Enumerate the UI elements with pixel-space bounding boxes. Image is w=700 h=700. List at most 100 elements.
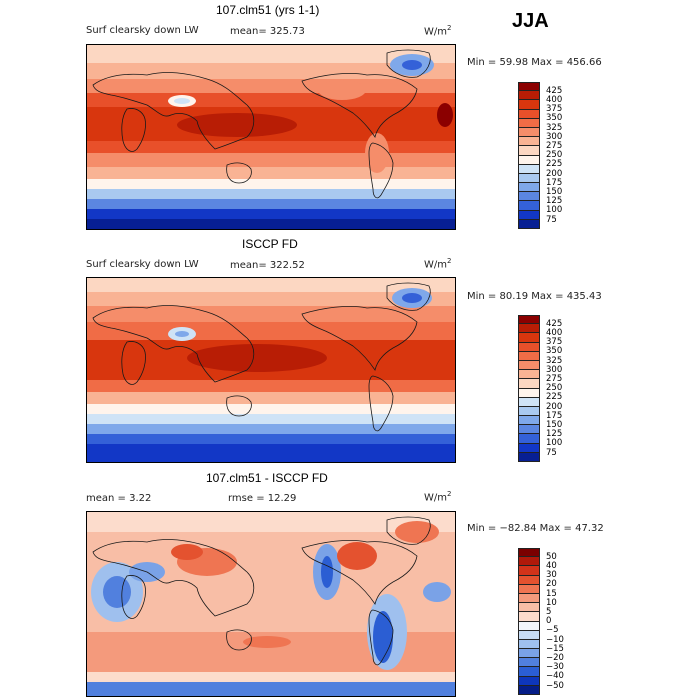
panel2-minmax: Min = 80.19 Max = 435.43	[467, 291, 602, 302]
panel3-colorbar-label: −50	[546, 680, 564, 691]
panel2-colorbar-cell	[518, 388, 540, 398]
panel2-colorbar-label: 125	[546, 429, 563, 440]
panel3-colorbar-cell	[518, 593, 540, 604]
panel3-colorbar-cell	[518, 649, 540, 659]
panel1-colorbar-label: 400	[546, 94, 563, 105]
panel3-title: 107.clm51 - ISCCP FD	[206, 471, 328, 485]
panel2-colorbar-cell	[518, 434, 540, 444]
panel1-colorbar-cell	[518, 210, 540, 220]
panel1-colorbar	[518, 82, 540, 229]
panel3-colorbar-cell	[518, 584, 540, 594]
panel2-colorbar-cell	[518, 342, 540, 352]
panel1-colorbar-cell	[518, 164, 540, 174]
panel3-colorbar-label: 30	[546, 570, 557, 581]
panel1-colorbar-cell	[518, 219, 540, 229]
panel3-colorbar-cell	[518, 566, 540, 576]
panel3-minmax: Min = −82.84 Max = 47.32	[467, 523, 604, 534]
panel3-colorbar-label: −15	[546, 643, 564, 654]
panel3-colorbar-cell	[518, 667, 540, 677]
panel3-colorbar-cell	[518, 676, 540, 686]
panel1-colorbar-cell	[518, 183, 540, 193]
panel3-colorbar-cell	[518, 630, 540, 640]
panel2-colorbar-cell	[518, 360, 540, 371]
panel3-map	[86, 511, 456, 697]
panel1-colorbar-label: 175	[546, 177, 563, 188]
panel3-colorbar-label: 40	[546, 560, 557, 571]
panel2-colorbar-cell	[518, 416, 540, 426]
panel2-title: ISCCP FD	[242, 237, 298, 251]
panel3-colorbar-label: 10	[546, 597, 557, 608]
panel2-colorbar	[518, 315, 540, 462]
panel2-colorbar-cell	[518, 443, 540, 453]
panel3-colorbar-cell	[518, 548, 540, 558]
panel2-colorbar-label: 75	[546, 447, 557, 458]
panel2-colorbar-label: 350	[546, 346, 563, 357]
panel2-colorbar-label: 100	[546, 438, 563, 449]
panel1-colorbar-label: 75	[546, 214, 557, 225]
panel1-colorbar-cell	[518, 118, 540, 128]
panel2-colorbar-label: 400	[546, 327, 563, 338]
panel1-colorbar-label: 425	[546, 85, 563, 96]
panel1-mean-label: mean= 325.73	[230, 26, 305, 37]
panel2-colorbar-cell	[518, 370, 540, 380]
panel2-colorbar-cell	[518, 333, 540, 343]
panel1-colorbar-cell	[518, 146, 540, 156]
panel3-colorbar-label: −30	[546, 662, 564, 673]
panel2-colorbar-label: 225	[546, 392, 563, 403]
panel1-colorbar-cell	[518, 100, 540, 110]
panel2-colorbar-cell	[518, 406, 540, 417]
panel1-colorbar-cell	[518, 82, 540, 92]
season-label: JJA	[512, 10, 549, 32]
panel1-colorbar-label: 250	[546, 150, 563, 161]
panel2-colorbar-label: 200	[546, 401, 563, 412]
panel2-colorbar-label: 275	[546, 373, 563, 384]
panel3-colorbar-cell	[518, 658, 540, 668]
panel3-colorbar-label: −10	[546, 634, 564, 645]
panel1-colorbar-cell	[518, 91, 540, 101]
panel1-minmax: Min = 59.98 Max = 456.66	[467, 57, 602, 68]
panel1-colorbar-label: 200	[546, 168, 563, 179]
panel3-colorbar-label: −5	[546, 625, 559, 636]
panel1-colorbar-cell	[518, 192, 540, 202]
panel2-variable-label: Surf clearsky down LW	[86, 259, 199, 270]
panel1-colorbar-cell	[518, 109, 540, 119]
panel2-colorbar-label: 300	[546, 364, 563, 375]
panel3-mean-label: mean = 3.22	[86, 493, 152, 504]
panel1-colorbar-cell	[518, 201, 540, 211]
panel1-colorbar-label: 325	[546, 122, 563, 133]
panel2-colorbar-label: 250	[546, 383, 563, 394]
panel2-colorbar-cell	[518, 425, 540, 435]
panel3-colorbar-label: −40	[546, 671, 564, 682]
panel2-colorbar-label: 175	[546, 410, 563, 421]
panel1-colorbar-label: 125	[546, 196, 563, 207]
panel2-colorbar-cell	[518, 379, 540, 389]
panel1-colorbar-label: 100	[546, 205, 563, 216]
panel3-colorbar-label: 20	[546, 579, 557, 590]
panel1-variable-label: Surf clearsky down LW	[86, 25, 199, 36]
panel1-title: 107.clm51 (yrs 1-1)	[216, 3, 320, 17]
panel2-colorbar-label: 150	[546, 419, 563, 430]
panel3-rmse-label: rmse = 12.29	[228, 493, 297, 504]
panel1-colorbar-label: 225	[546, 159, 563, 170]
panel1-colorbar-label: 275	[546, 140, 563, 151]
panel2-units: W/m2	[424, 257, 452, 271]
panel2-colorbar-cell	[518, 452, 540, 462]
panel3-colorbar-cell	[518, 557, 540, 567]
panel2-colorbar-label: 375	[546, 337, 563, 348]
panel1-colorbar-cell	[518, 137, 540, 147]
panel2-colorbar-label: 325	[546, 355, 563, 366]
panel2-colorbar-label: 425	[546, 318, 563, 329]
panel1-colorbar-label: 375	[546, 104, 563, 115]
panel3-colorbar-cell	[518, 603, 540, 613]
panel2-colorbar-cell	[518, 315, 540, 325]
panel3-colorbar-label: 5	[546, 606, 552, 617]
panel3-colorbar	[518, 548, 540, 695]
panel1-colorbar-cell	[518, 155, 540, 165]
panel3-colorbar-label: 0	[546, 616, 552, 627]
panel2-mean-label: mean= 322.52	[230, 260, 305, 271]
panel2-colorbar-cell	[518, 351, 540, 361]
panel1-units: W/m2	[424, 24, 452, 38]
panel1-map	[86, 44, 456, 230]
panel1-colorbar-label: 150	[546, 186, 563, 197]
panel3-colorbar-cell	[518, 639, 540, 650]
